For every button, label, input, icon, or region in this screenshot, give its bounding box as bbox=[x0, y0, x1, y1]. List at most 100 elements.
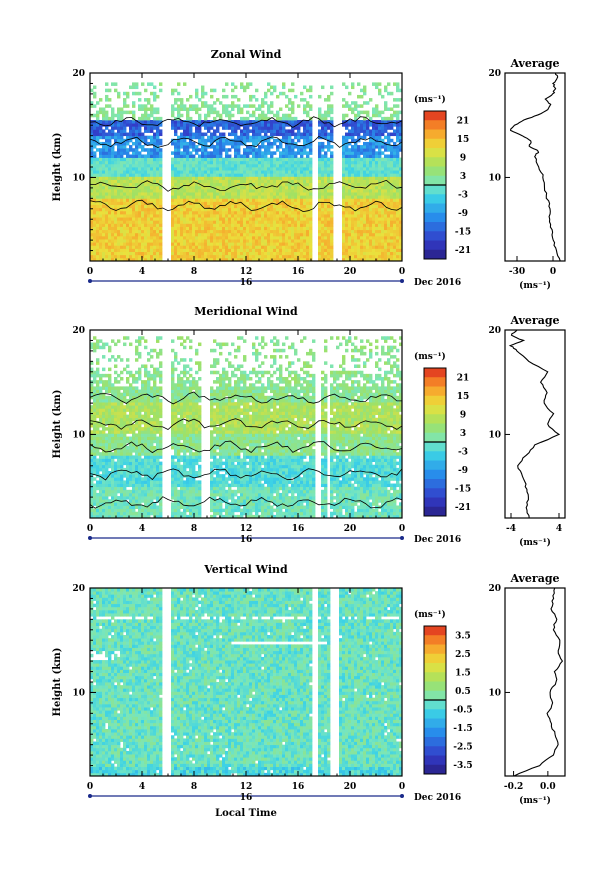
heatmap-cell bbox=[267, 185, 271, 190]
heatmap-cell bbox=[123, 123, 127, 127]
heatmap-cell bbox=[186, 160, 190, 165]
heatmap-cell bbox=[210, 110, 214, 115]
heatmap-cell bbox=[327, 210, 331, 215]
heatmap-cell bbox=[183, 207, 187, 212]
heatmap-cell bbox=[396, 163, 400, 168]
heatmap-cell bbox=[282, 245, 286, 249]
heatmap-cell bbox=[276, 157, 280, 162]
heatmap-cell bbox=[330, 138, 334, 143]
heatmap-cell bbox=[372, 173, 376, 177]
heatmap-cell bbox=[240, 229, 244, 234]
heatmap-cell bbox=[282, 160, 286, 165]
heatmap-cell bbox=[372, 217, 376, 221]
heatmap-cell bbox=[261, 101, 265, 105]
heatmap-cell bbox=[363, 239, 367, 243]
heatmap-cell bbox=[120, 110, 124, 115]
heatmap-cell bbox=[252, 214, 256, 218]
heatmap-cell bbox=[186, 157, 190, 162]
heatmap-cell bbox=[225, 138, 229, 143]
heatmap-cell bbox=[384, 176, 388, 180]
heatmap-cell bbox=[201, 226, 205, 231]
heatmap-cell bbox=[219, 257, 223, 262]
heatmap-cell bbox=[192, 120, 196, 124]
heatmap-cell bbox=[297, 176, 301, 180]
profile-title: Average bbox=[509, 57, 559, 70]
heatmap-cell bbox=[222, 254, 226, 259]
heatmap-cell bbox=[252, 173, 256, 177]
heatmap-cell bbox=[246, 201, 250, 205]
heatmap-cell bbox=[291, 132, 295, 137]
heatmap-cell bbox=[90, 198, 94, 202]
heatmap-cell bbox=[318, 94, 322, 99]
heatmap-cell bbox=[90, 496, 94, 500]
heatmap-cell bbox=[231, 132, 235, 137]
heatmap-cell bbox=[372, 226, 376, 231]
heatmap-cell bbox=[342, 251, 346, 256]
heatmap-cell bbox=[174, 220, 178, 224]
heatmap-cell bbox=[240, 176, 244, 180]
heatmap-cell bbox=[147, 185, 151, 190]
heatmap-cell bbox=[225, 107, 229, 111]
heatmap-cell bbox=[255, 141, 259, 146]
heatmap-cell bbox=[324, 179, 328, 184]
heatmap-cell bbox=[123, 235, 127, 240]
heatmap-cell bbox=[390, 226, 394, 231]
heatmap-cell bbox=[255, 239, 259, 243]
heatmap-cell bbox=[375, 170, 379, 174]
heatmap-cell bbox=[276, 185, 280, 190]
heatmap-cell bbox=[390, 217, 394, 221]
heatmap-cell bbox=[252, 239, 256, 243]
heatmap-cell bbox=[237, 220, 241, 224]
heatmap-cell bbox=[231, 232, 235, 237]
heatmap-cell bbox=[288, 195, 292, 199]
heatmap-cell bbox=[183, 257, 187, 262]
heatmap-cell bbox=[213, 217, 217, 221]
heatmap-cell bbox=[96, 254, 100, 259]
heatmap-cell bbox=[114, 123, 118, 127]
heatmap-cell bbox=[90, 408, 94, 412]
heatmap-cell bbox=[375, 242, 379, 246]
heatmap-cell bbox=[369, 214, 373, 218]
heatmap-cell bbox=[222, 173, 226, 177]
heatmap-cell bbox=[264, 239, 268, 243]
heatmap-cell bbox=[390, 154, 394, 158]
heatmap-cell bbox=[318, 163, 322, 168]
heatmap-cell bbox=[150, 185, 154, 190]
heatmap-cell bbox=[369, 176, 373, 180]
heatmap-cell bbox=[99, 141, 103, 146]
heatmap-cell bbox=[108, 502, 112, 506]
heatmap-cell bbox=[126, 188, 130, 193]
heatmap-cell bbox=[189, 207, 193, 212]
heatmap-cell bbox=[177, 232, 181, 237]
heatmap-cell bbox=[147, 223, 151, 227]
heatmap-cell bbox=[207, 123, 211, 127]
heatmap-cell bbox=[264, 201, 268, 205]
heatmap-cell bbox=[201, 138, 205, 143]
heatmap-cell bbox=[252, 195, 256, 199]
heatmap-cell bbox=[324, 123, 328, 127]
heatmap-cell bbox=[156, 160, 160, 165]
heatmap-cell bbox=[303, 110, 307, 115]
heatmap-cell bbox=[138, 145, 142, 149]
heatmap-cell bbox=[105, 402, 109, 406]
heatmap-cell bbox=[318, 113, 322, 118]
heatmap-cell bbox=[360, 151, 364, 155]
heatmap-cell bbox=[378, 170, 382, 174]
heatmap-cell bbox=[375, 195, 379, 199]
heatmap-cell bbox=[183, 126, 187, 130]
heatmap-cell bbox=[96, 214, 100, 218]
heatmap-cell bbox=[378, 132, 382, 137]
heatmap-cell bbox=[255, 185, 259, 190]
heatmap-cell bbox=[309, 248, 313, 252]
heatmap-cell bbox=[213, 245, 217, 249]
heatmap-cell bbox=[342, 198, 346, 202]
heatmap-cell bbox=[246, 120, 250, 124]
heatmap-cell bbox=[105, 220, 109, 224]
heatmap-cell bbox=[273, 254, 277, 259]
heatmap-cell bbox=[225, 82, 229, 86]
heatmap-cell bbox=[183, 123, 187, 127]
heatmap-cell bbox=[354, 188, 358, 193]
heatmap-cell bbox=[390, 210, 394, 215]
heatmap-cell bbox=[300, 98, 304, 102]
heatmap-cell bbox=[282, 138, 286, 143]
